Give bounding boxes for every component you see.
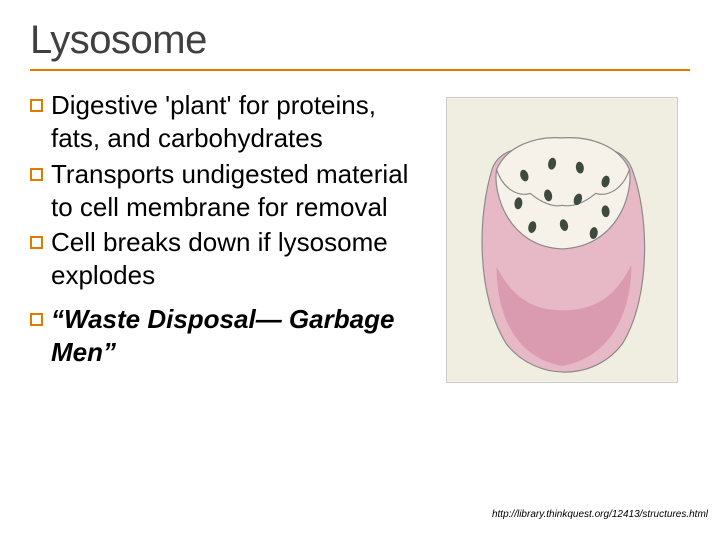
square-bullet-icon — [30, 99, 43, 112]
slide: Lysosome Digestive 'plant' for proteins,… — [0, 0, 720, 540]
bullet-text: Transports undigested material to cell m… — [51, 158, 428, 225]
square-bullet-icon — [30, 236, 43, 249]
text-column: Digestive 'plant' for proteins, fats, an… — [30, 89, 428, 383]
bullet-text: “Waste Disposal— Garbage Men” — [51, 303, 428, 370]
square-bullet-icon — [30, 168, 43, 181]
title-underline: Lysosome — [30, 18, 690, 71]
image-credit: http://library.thinkquest.org/12413/stru… — [492, 509, 708, 520]
lysosome-svg — [447, 98, 677, 382]
bullet-item: Cell breaks down if lysosome explodes — [30, 226, 428, 293]
bullet-item: “Waste Disposal— Garbage Men” — [30, 303, 428, 370]
lysosome-illustration — [446, 97, 678, 383]
slide-title: Lysosome — [30, 18, 690, 63]
bullet-item: Digestive 'plant' for proteins, fats, an… — [30, 89, 428, 156]
bullet-text: Cell breaks down if lysosome explodes — [51, 226, 428, 293]
bullet-text: Digestive 'plant' for proteins, fats, an… — [51, 89, 428, 156]
bullet-item: Transports undigested material to cell m… — [30, 158, 428, 225]
square-bullet-icon — [30, 313, 43, 326]
content-row: Digestive 'plant' for proteins, fats, an… — [30, 89, 690, 383]
image-column — [446, 89, 678, 383]
